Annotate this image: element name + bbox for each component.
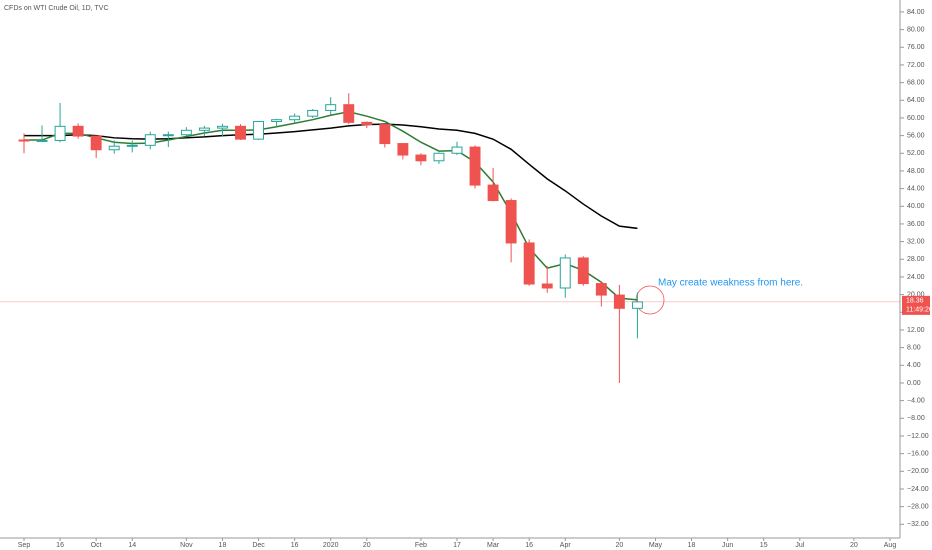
x-tick-label: Oct bbox=[91, 542, 102, 549]
y-tick-label: 20.00 bbox=[907, 291, 925, 298]
x-tick-label: 18 bbox=[688, 542, 696, 549]
candle-body bbox=[487, 184, 499, 202]
candle-body bbox=[343, 104, 355, 123]
x-tick-label: May bbox=[649, 542, 663, 549]
candle-body bbox=[180, 129, 192, 136]
y-tick-label: 8.00 bbox=[907, 344, 921, 351]
y-tick-label: 4.00 bbox=[907, 362, 921, 369]
candle-body bbox=[54, 125, 66, 141]
candle-body bbox=[361, 121, 373, 126]
x-tick-label: 20 bbox=[850, 542, 858, 549]
x-tick-label: Mar bbox=[487, 542, 500, 549]
y-tick-label: −24.00 bbox=[907, 486, 929, 493]
candle-body bbox=[325, 104, 337, 111]
y-tick-label: −32.00 bbox=[907, 521, 929, 528]
y-tick-label: 32.00 bbox=[907, 238, 925, 245]
x-tick-label: 17 bbox=[453, 542, 461, 549]
x-tick-label: 15 bbox=[760, 542, 768, 549]
x-tick-label: Jul bbox=[795, 542, 804, 549]
candle-body bbox=[108, 145, 120, 151]
last-price-box bbox=[902, 295, 930, 315]
x-tick-label: Nov bbox=[180, 542, 193, 549]
candle-body bbox=[90, 135, 102, 151]
candle-body bbox=[253, 120, 265, 140]
y-tick-label: 52.00 bbox=[907, 150, 925, 157]
y-tick-label: 80.00 bbox=[907, 26, 925, 33]
y-tick-label: 24.00 bbox=[907, 274, 925, 281]
y-tick-label: 60.00 bbox=[907, 115, 925, 122]
y-tick-label: 12.00 bbox=[907, 327, 925, 334]
countdown: 11:49:26 bbox=[906, 307, 932, 314]
candle-body bbox=[505, 200, 517, 244]
candle-body bbox=[144, 134, 156, 146]
y-tick-label: 84.00 bbox=[907, 9, 925, 16]
x-tick-label: 18 bbox=[219, 542, 227, 549]
y-tick-label: 44.00 bbox=[907, 185, 925, 192]
annotation: May create weakness from here. bbox=[658, 278, 803, 289]
candle-body bbox=[289, 115, 301, 121]
candle-body bbox=[631, 301, 643, 309]
x-tick-label: Dec bbox=[252, 542, 265, 549]
candle-body bbox=[198, 127, 210, 131]
candle-body bbox=[397, 143, 409, 156]
x-tick-label: Aug bbox=[884, 542, 897, 549]
y-tick-label: −4.00 bbox=[907, 397, 925, 404]
candle-body bbox=[307, 109, 319, 117]
y-tick-label: 36.00 bbox=[907, 221, 925, 228]
candle-body bbox=[469, 146, 481, 186]
moving-average bbox=[24, 110, 638, 301]
x-tick-label: Sep bbox=[18, 542, 31, 549]
y-tick-label: 40.00 bbox=[907, 203, 925, 210]
candle-body bbox=[559, 257, 571, 289]
candle-body bbox=[577, 257, 589, 285]
candle-body bbox=[72, 125, 84, 137]
candle-body bbox=[216, 125, 228, 129]
y-tick-label: 48.00 bbox=[907, 168, 925, 175]
y-tick-label: 28.00 bbox=[907, 256, 925, 263]
y-tick-label: −8.00 bbox=[907, 415, 925, 422]
candle-body bbox=[379, 124, 391, 145]
moving-average bbox=[24, 123, 638, 230]
y-tick-label: −12.00 bbox=[907, 433, 929, 440]
candle-body bbox=[433, 152, 445, 162]
y-tick-label: 0.00 bbox=[907, 380, 921, 387]
candle-body bbox=[541, 283, 553, 289]
y-tick-label: −16.00 bbox=[907, 450, 929, 457]
y-tick-label: −20.00 bbox=[907, 468, 929, 475]
y-tick-label: 68.00 bbox=[907, 79, 925, 86]
x-tick-label: 2020 bbox=[323, 542, 339, 549]
candle-body bbox=[162, 134, 174, 137]
x-tick-label: 20 bbox=[615, 542, 623, 549]
x-tick-label: 16 bbox=[525, 542, 533, 549]
candle-body bbox=[36, 139, 48, 142]
y-tick-label: −28.00 bbox=[907, 503, 929, 510]
candle-body bbox=[271, 119, 283, 122]
candle-body bbox=[18, 139, 30, 142]
candle-body bbox=[595, 283, 607, 296]
last-price-label: 18.36 bbox=[906, 298, 924, 305]
candle-body bbox=[523, 242, 535, 285]
y-tick-label: 64.00 bbox=[907, 97, 925, 104]
x-tick-label: 16 bbox=[291, 542, 299, 549]
x-tick-label: Apr bbox=[560, 542, 572, 549]
x-tick-label: 16 bbox=[56, 542, 64, 549]
x-tick-label: 20 bbox=[363, 542, 371, 549]
x-tick-label: 14 bbox=[128, 542, 136, 549]
y-tick-label: 72.00 bbox=[907, 62, 925, 69]
chart-title: CFDs on WTI Crude Oil, 1D, TVC bbox=[4, 5, 109, 12]
candle-body bbox=[415, 154, 427, 162]
candle-body bbox=[126, 144, 138, 147]
x-tick-label: Feb bbox=[415, 542, 427, 549]
y-tick-label: 56.00 bbox=[907, 132, 925, 139]
x-tick-label: Jun bbox=[722, 542, 733, 549]
candle-body bbox=[451, 146, 463, 154]
candle-body bbox=[235, 125, 246, 140]
y-tick-label: 76.00 bbox=[907, 44, 925, 51]
